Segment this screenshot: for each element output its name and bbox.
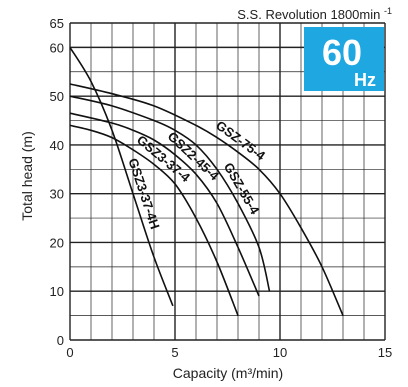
series-line: [69, 124, 239, 316]
y-axis-label: Total head (m): [19, 131, 35, 220]
frequency-badge-value: 60: [322, 32, 362, 73]
revolution-header: S.S. Revolution 1800min -1: [237, 6, 392, 22]
y-tick-label: 60: [50, 40, 64, 55]
y-tick-label: 10: [50, 284, 64, 299]
revolution-header-text: S.S. Revolution 1800min: [237, 7, 380, 22]
y-tick-label: 40: [50, 138, 64, 153]
y-tick-label: 20: [50, 235, 64, 250]
series-line: [69, 83, 344, 316]
revolution-header-superscript: -1: [384, 6, 392, 16]
series-line: [69, 112, 260, 297]
x-axis-label: Capacity (m³/min): [173, 365, 283, 381]
x-tick-label: 15: [378, 345, 392, 360]
x-tick-label: 5: [171, 345, 178, 360]
y-tick-label: 0: [57, 333, 64, 348]
series-line: [69, 95, 271, 292]
y-tick-label: 50: [50, 89, 64, 104]
frequency-badge-unit: Hz: [354, 70, 376, 90]
series-label: GSZ-55-4: [221, 160, 263, 218]
frequency-badge-background: [304, 27, 384, 91]
y-tick-label: 30: [50, 187, 64, 202]
frequency-badge: 60 Hz: [304, 27, 384, 91]
x-tick-label: 0: [66, 345, 73, 360]
series-line: [69, 46, 174, 307]
y-tick-label: 65: [50, 16, 64, 31]
x-tick-label: 10: [273, 345, 287, 360]
curves: [69, 46, 344, 316]
axis-ticks: 0 5 10 15 0 10 20 30 40 50 60 65: [50, 16, 393, 360]
